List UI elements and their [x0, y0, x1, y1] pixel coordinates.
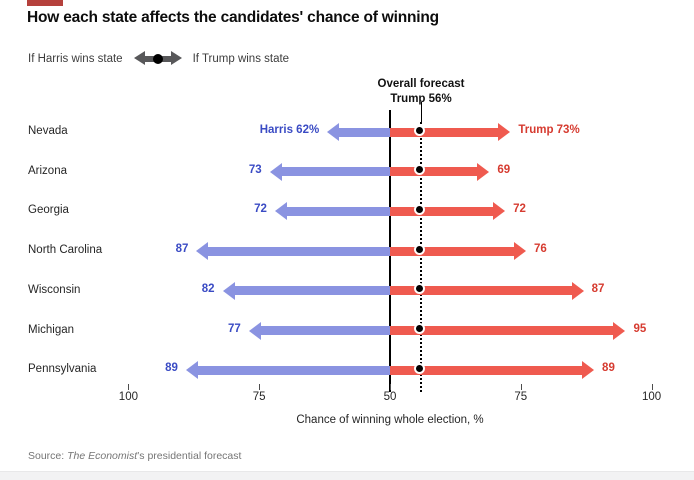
axis-tick — [651, 384, 653, 390]
harris-value-label: Harris 62% — [259, 124, 320, 136]
state-label: North Carolina — [28, 244, 103, 257]
legend-dot-icon — [152, 53, 163, 64]
legend-trump-label: If Trump wins state — [192, 52, 290, 65]
axis-tick-label: 50 — [383, 391, 397, 403]
state-label: Michigan — [28, 323, 75, 336]
state-label: Nevada — [28, 125, 68, 137]
trump-arrowhead-icon — [477, 162, 490, 181]
state-label: Georgia — [28, 204, 69, 217]
trump-arrow-bar — [390, 167, 479, 177]
harris-arrow-bar — [233, 286, 390, 296]
harris-value-label: 72 — [254, 203, 267, 216]
trump-value-label: 87 — [591, 282, 605, 295]
brand-red-tab — [27, 0, 63, 6]
double-headed-arrow-with-dot-icon — [133, 51, 182, 66]
axis-tick-label: 75 — [514, 391, 528, 403]
harris-arrowhead-icon — [185, 361, 198, 380]
forecast-dot — [413, 283, 425, 295]
trump-arrow-bar — [390, 127, 500, 137]
trump-value-label: 95 — [633, 322, 647, 335]
harris-arrowhead-icon — [269, 162, 282, 181]
forecast-dot — [413, 203, 425, 215]
axis-tick — [520, 384, 522, 390]
trump-arrow-bar — [390, 365, 584, 375]
axis-tick — [128, 384, 130, 390]
legend-left-arrowhead-icon — [133, 51, 145, 65]
state-label: Wisconsin — [28, 283, 81, 296]
trump-arrowhead-icon — [514, 242, 527, 261]
harris-arrow-bar — [280, 167, 390, 177]
legend-harris-label: If Harris wins state — [28, 52, 123, 65]
trump-arrowhead-icon — [582, 361, 595, 380]
harris-value-label: 73 — [248, 163, 262, 176]
harris-arrowhead-icon — [327, 123, 340, 141]
forecast-dot — [413, 243, 425, 255]
harris-value-label: 77 — [227, 322, 241, 335]
trump-value-label: Trump 73% — [518, 124, 580, 136]
axis-tick — [259, 384, 261, 390]
forecast-dotted-line — [420, 122, 422, 392]
overall-forecast-label: Overall forecast — [377, 78, 465, 90]
harris-arrow-bar — [196, 365, 390, 375]
trump-value-label: 89 — [602, 362, 615, 375]
forecast-dot — [413, 124, 425, 136]
source-suffix: ’s presidential forecast — [137, 450, 242, 462]
harris-arrowhead-icon — [248, 321, 261, 340]
trump-arrow-bar — [390, 206, 495, 216]
trump-arrowhead-icon — [493, 202, 506, 221]
forecast-dot — [413, 164, 425, 176]
harris-value-label: 82 — [201, 282, 215, 295]
state-label: Arizona — [28, 164, 67, 177]
axis-tick-label: 75 — [252, 391, 266, 403]
trump-arrowhead-icon — [571, 281, 584, 300]
axis-tick-label: 100 — [118, 391, 138, 403]
source-prefix: Source: — [28, 450, 68, 462]
harris-arrow-bar — [338, 127, 390, 137]
state-label: Pennsylvania — [28, 363, 97, 376]
chart-title: How each state affects the candidates' c… — [27, 9, 439, 26]
harris-value-label: 89 — [165, 362, 178, 375]
trump-value-label: 76 — [534, 243, 547, 256]
harris-value-label: 87 — [175, 243, 189, 256]
trump-arrowhead-icon — [613, 321, 626, 340]
x-axis-caption: Chance of winning whole election, % — [296, 414, 484, 426]
harris-arrowhead-icon — [274, 202, 287, 221]
trump-value-label: 72 — [513, 203, 526, 216]
harris-arrow-bar — [285, 206, 390, 216]
legend: If Harris wins state If Trump wins state — [28, 51, 289, 66]
trump-arrow-bar — [390, 286, 573, 296]
forecast-dot — [413, 362, 425, 374]
forecast-dot — [413, 323, 425, 334]
harris-arrowhead-icon — [196, 242, 209, 261]
trump-value-label: 69 — [497, 163, 511, 176]
axis-tick — [390, 384, 391, 390]
legend-right-arrowhead-icon — [170, 51, 182, 65]
bottom-strip — [0, 471, 694, 480]
source-note: Source: The Economist’s presidential for… — [28, 450, 241, 462]
harris-arrow-bar — [259, 326, 390, 335]
source-publication: The Economist — [67, 450, 138, 462]
trump-arrowhead-icon — [498, 123, 511, 141]
overall-forecast-value: Trump 56% — [390, 93, 452, 105]
forecast-line-stub — [420, 102, 422, 124]
trump-arrow-bar — [390, 246, 516, 256]
harris-arrow-bar — [207, 246, 390, 256]
harris-arrowhead-icon — [222, 281, 235, 300]
trump-arrow-bar — [390, 326, 615, 335]
axis-tick-label: 100 — [642, 391, 662, 403]
